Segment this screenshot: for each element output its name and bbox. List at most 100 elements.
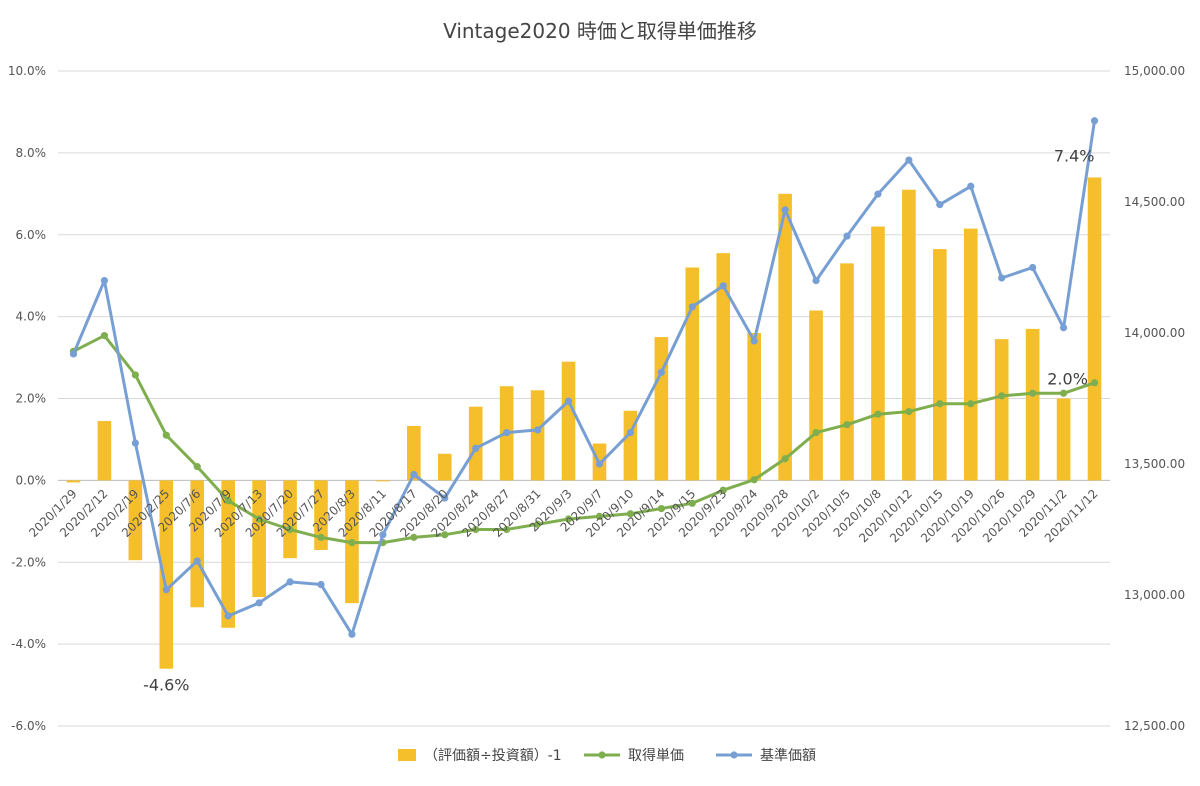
bar: [252, 480, 266, 598]
bar: [654, 337, 669, 481]
series-point: [193, 463, 201, 471]
series-point: [595, 512, 604, 521]
series-point: [533, 520, 542, 528]
legend-swatch-marker: [730, 751, 738, 759]
series-point: [317, 533, 325, 541]
bar: [809, 310, 823, 481]
right-axis-tick-label: 13,000.00: [1124, 588, 1185, 602]
series-point: [1059, 324, 1068, 332]
series-point: [750, 476, 758, 484]
bar: [1087, 177, 1102, 481]
series-point: [441, 531, 449, 539]
series-point: [255, 515, 263, 523]
right-axis-tick-label: 14,500.00: [1124, 195, 1185, 209]
left-axis-tick-label: 6.0%: [16, 228, 47, 242]
left-axis-tick-label: 10.0%: [8, 64, 46, 78]
chart-title: Vintage2020 時価と取得単価推移: [443, 19, 757, 43]
bar: [190, 480, 205, 608]
data-label-annotation: -4.6%: [143, 676, 189, 695]
series-point: [936, 400, 944, 408]
series-point: [719, 486, 727, 494]
series-point: [441, 494, 449, 502]
series-point: [843, 232, 851, 240]
series-point: [843, 421, 851, 429]
left-axis-tick-label: -2.0%: [11, 555, 46, 569]
series-point: [1090, 117, 1099, 125]
series-point: [657, 504, 665, 513]
bar: [1025, 328, 1040, 481]
series-point: [100, 277, 109, 285]
series-point: [874, 410, 882, 418]
bar: [994, 339, 1009, 481]
series-point: [224, 612, 232, 620]
right-axis-tick-label: 15,000.00: [1124, 64, 1185, 78]
legend-label: （評価額÷投資額）-1: [424, 748, 562, 764]
legend-swatch-marker: [598, 751, 606, 759]
right-axis-tick-label: 14,000.00: [1124, 326, 1185, 340]
series-point: [967, 182, 975, 190]
series-line: [72, 120, 1096, 636]
bar: [716, 253, 731, 481]
series-point: [410, 470, 418, 479]
bar: [902, 189, 916, 481]
bar: [159, 480, 174, 669]
series-point: [224, 497, 232, 505]
series-point: [905, 156, 913, 164]
annotations: -4.6% 2.0% 7.4%: [143, 146, 1094, 694]
series-point: [1090, 379, 1099, 387]
series-point: [348, 630, 356, 638]
bar: [376, 480, 390, 482]
bar: [407, 425, 421, 481]
right-axis-tick-label: 12,500.00: [1124, 719, 1185, 733]
series-point: [317, 580, 325, 589]
series-point: [781, 206, 789, 214]
bar: [933, 249, 947, 481]
bar: [314, 480, 328, 550]
series-point: [812, 277, 820, 285]
bar: [685, 267, 700, 481]
left-axis-tick-label: 8.0%: [16, 146, 47, 160]
line-series: [69, 117, 1099, 638]
bar: [437, 453, 452, 481]
series-point: [379, 531, 387, 539]
right-axis-tick-label: 13,500.00: [1124, 457, 1185, 471]
series-point: [1059, 389, 1068, 397]
legend: （評価額÷投資額）-1 取得単価 基準価額: [398, 747, 816, 764]
series-point: [1029, 263, 1037, 272]
legend-label: 取得単価: [628, 747, 684, 764]
series-point: [193, 557, 201, 565]
series-point: [255, 599, 263, 607]
bar: [778, 193, 792, 481]
data-label-annotation: 7.4%: [1054, 146, 1095, 165]
bar: [561, 361, 576, 481]
left-axis-tick-label: 0.0%: [16, 473, 47, 487]
series-point: [286, 525, 294, 534]
series-point: [967, 400, 975, 408]
series-point: [936, 201, 944, 209]
series-point: [688, 499, 696, 507]
series-point: [348, 539, 356, 547]
bar: [1056, 398, 1071, 481]
series-point: [131, 371, 139, 379]
series-point: [750, 337, 758, 345]
series-point: [688, 303, 696, 311]
bar: [468, 406, 483, 481]
series-point: [781, 455, 789, 463]
bar: [840, 263, 854, 481]
data-label-annotation: 2.0%: [1047, 370, 1088, 389]
series-point: [100, 332, 109, 340]
series-point: [162, 586, 170, 594]
series-point: [1029, 389, 1037, 397]
series-point: [719, 282, 727, 290]
series-point: [874, 190, 882, 198]
left-axis-tick-label: 4.0%: [16, 310, 47, 324]
series-point: [503, 525, 511, 534]
left-axis-tick-label: -4.0%: [11, 637, 46, 651]
series-point: [595, 460, 604, 468]
series-point: [286, 578, 294, 586]
legend-label: 基準価額: [760, 747, 816, 764]
series-point: [626, 428, 635, 437]
legend-item: （評価額÷投資額）-1: [398, 748, 562, 764]
